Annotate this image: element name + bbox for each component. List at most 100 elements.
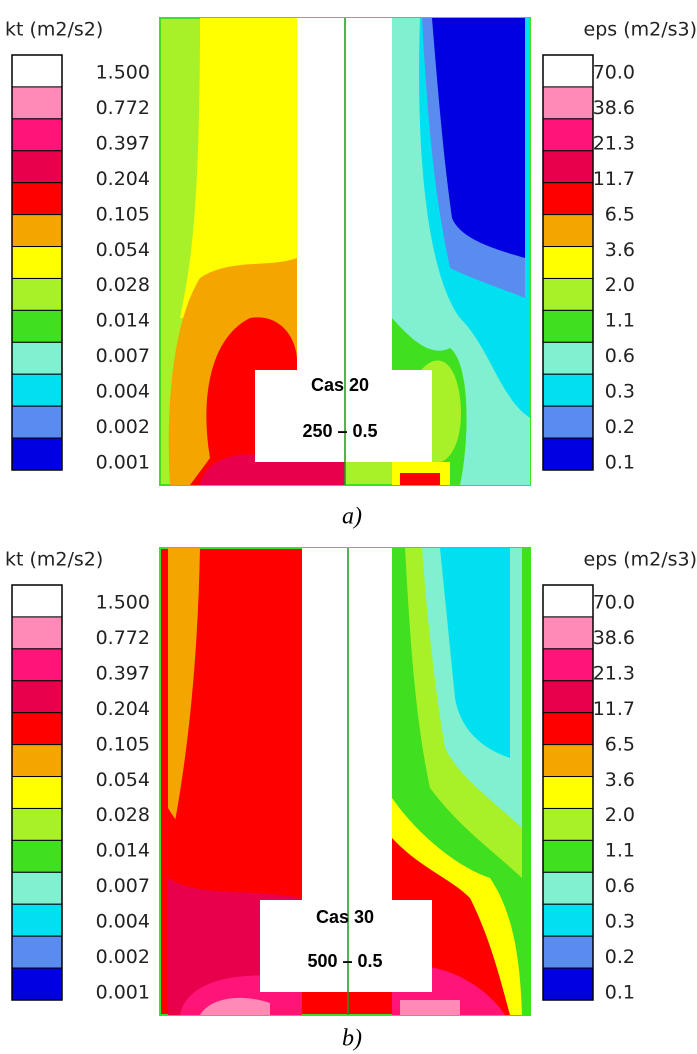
legend-swatch <box>542 871 594 905</box>
params-label: 500 – 0.5 <box>307 951 382 971</box>
legend-label: 0.054 <box>96 769 150 791</box>
legend-label: 0.397 <box>96 132 150 154</box>
legend-swatch <box>542 807 594 841</box>
legend-swatch <box>11 54 63 88</box>
legend-swatch <box>542 373 594 407</box>
legend-label: 11.7 <box>593 698 635 720</box>
legend-label: 1.1 <box>605 840 635 862</box>
legend-swatch <box>11 903 63 937</box>
legend-label: 0.6 <box>605 345 635 367</box>
legend-title: kt (m2/s2) <box>5 549 103 571</box>
legend-label: 0.014 <box>96 840 150 862</box>
legend-swatch <box>11 616 63 650</box>
legend-label: 0.105 <box>96 733 150 755</box>
legend-swatch <box>542 405 594 439</box>
legend-label: 6.5 <box>605 733 635 755</box>
legend-swatch <box>542 150 594 184</box>
legend-swatch <box>542 86 594 120</box>
legend-swatch <box>542 616 594 650</box>
legend-label: 0.772 <box>96 97 150 119</box>
legend-swatch <box>542 712 594 746</box>
legend-label: 0.204 <box>96 168 150 190</box>
legend-label: 3.6 <box>605 239 635 261</box>
legend-label: 11.7 <box>593 168 635 190</box>
legend-label: 70.0 <box>593 62 635 84</box>
legend-swatch <box>11 680 63 714</box>
legend-label: 0.001 <box>96 982 150 1004</box>
legend-title: eps (m2/s3) <box>584 19 697 41</box>
legend-swatch <box>542 182 594 216</box>
legend-frame <box>542 54 594 471</box>
contour-plot-b: Cas 30 500 – 0.5 <box>159 547 531 1016</box>
legend-swatch <box>542 277 594 311</box>
params-label: 250 – 0.5 <box>302 421 377 441</box>
legend-swatch <box>11 405 63 439</box>
legend-label: 0.397 <box>96 662 150 684</box>
legend-label: 0.1 <box>605 982 635 1004</box>
legend-label: 0.002 <box>96 416 150 438</box>
legend-label: 0.004 <box>96 381 150 403</box>
legend-label: 0.3 <box>605 911 635 933</box>
legend-label: 6.5 <box>605 203 635 225</box>
legend-label: 2.0 <box>605 274 635 296</box>
legend-label: 0.002 <box>96 946 150 968</box>
legend-swatch <box>542 680 594 714</box>
legend-swatch <box>542 341 594 375</box>
legend-swatch <box>11 182 63 216</box>
legend-label: 0.028 <box>96 804 150 826</box>
legend-swatch <box>11 712 63 746</box>
legend-swatch <box>542 935 594 969</box>
legend-label: 1.1 <box>605 310 635 332</box>
legend-swatch <box>542 903 594 937</box>
legend-label: 0.6 <box>605 875 635 897</box>
legend-swatch <box>542 776 594 809</box>
legend-label: 0.001 <box>96 452 150 474</box>
legend-swatch <box>11 214 63 248</box>
legend-title: eps (m2/s3) <box>584 549 697 571</box>
legend-label: 0.2 <box>605 946 635 968</box>
legend-swatch <box>11 373 63 407</box>
legend-swatch <box>11 871 63 905</box>
caption: a) <box>342 504 362 530</box>
legend-frame <box>11 54 63 471</box>
legend-swatch <box>11 309 63 343</box>
legend-label: 0.204 <box>96 698 150 720</box>
legend-label: 0.014 <box>96 310 150 332</box>
legend-swatch <box>11 246 63 279</box>
legend-label: 0.054 <box>96 239 150 261</box>
legend-swatch <box>11 967 63 1001</box>
legend-swatch <box>11 648 63 682</box>
legend-swatch <box>542 967 594 1001</box>
legend-swatch <box>11 744 63 778</box>
legend-swatch <box>542 437 594 471</box>
legend-label: 0.004 <box>96 911 150 933</box>
contour-plot-a: Cas 20 250 – 0.5 <box>159 17 531 486</box>
legend-frame <box>11 584 63 1001</box>
legend-swatch <box>11 150 63 184</box>
legend-label: 0.2 <box>605 416 635 438</box>
legend-frame <box>542 584 594 1001</box>
legend-label: 1.500 <box>96 62 150 84</box>
legend-swatch <box>11 776 63 809</box>
legend-swatch <box>542 54 594 88</box>
legend-swatch <box>11 86 63 120</box>
legend-label: 0.007 <box>96 345 150 367</box>
legend-swatch <box>11 277 63 311</box>
legend-swatch <box>542 309 594 343</box>
legend-label: 21.3 <box>593 132 635 154</box>
legend-swatch <box>11 584 63 618</box>
legend-swatch <box>11 807 63 841</box>
legend-swatch <box>542 744 594 778</box>
legend-label: 0.3 <box>605 381 635 403</box>
legend-swatch <box>542 584 594 618</box>
legend-label: 1.500 <box>96 592 150 614</box>
case-label: Cas 20 <box>311 375 369 395</box>
legend-swatch <box>11 935 63 969</box>
legend-swatch <box>11 118 63 152</box>
legend-label: 0.105 <box>96 203 150 225</box>
legend-swatch <box>542 648 594 682</box>
legend-swatch <box>542 839 594 873</box>
legend-swatch <box>11 437 63 471</box>
case-label: Cas 30 <box>316 907 374 927</box>
